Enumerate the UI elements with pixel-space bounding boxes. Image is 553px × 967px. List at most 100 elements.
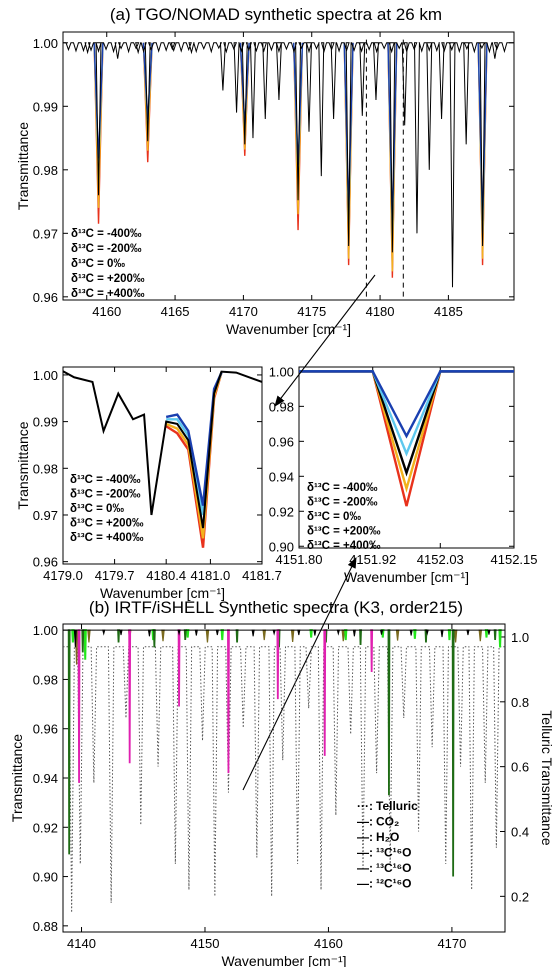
panel-zoom-right-xtick-label: 4151.80 — [276, 552, 323, 567]
panel-b-legend-marker: —: — [357, 815, 373, 829]
panel-b-13c16o-line — [81, 629, 85, 653]
panel-b-h2o-line — [290, 629, 295, 643]
panel-b-telluric-spectrum — [63, 646, 505, 913]
panel-b-legend-entry: —: CO₂ — [357, 815, 399, 829]
panel-zoom-right-xtick-label: 4152.03 — [417, 552, 464, 567]
panel-zoom-right-legend-entry: δ¹³C = +200‰ — [307, 526, 381, 538]
panel-a-frame — [62, 31, 515, 301]
panel-b-co2-line — [409, 629, 413, 636]
panel-b-title: (b) IRTF/iSHELL Synthetic spectra (K3, o… — [89, 598, 463, 617]
panel-zoom-right-ytick-label: 0.92 — [269, 504, 294, 519]
panel-b-y2label: Telluric Transmittance — [539, 710, 553, 846]
panel-b-13c16o-magenta-line — [77, 629, 81, 783]
panel-b-y2tick-label: 0.4 — [511, 824, 529, 839]
panel-zoom-left-ytick-label: 0.99 — [33, 415, 58, 430]
panel-zoom-right-xtick-label: 4152.15 — [491, 552, 538, 567]
panel-zoom-left-legend-entry: δ¹³C = +400‰ — [70, 532, 144, 544]
panel-b-12c16o-line — [309, 629, 313, 638]
panel-b-13c16o-line — [235, 629, 239, 643]
zoom-arrow-b — [242, 557, 357, 791]
panel-zoom-right-legend-entry: δ¹³C = -400‰ — [307, 482, 378, 494]
panel-b-legend-entry: —: ¹³C¹⁶O — [357, 861, 412, 875]
panel-b-ytick-label: 0.94 — [33, 771, 58, 786]
panel-zoom-left-legend-entry: δ¹³C = +200‰ — [70, 518, 144, 530]
panel-b-legend-entry: ···: Telluric — [357, 799, 418, 813]
panel-b-co2-line — [297, 629, 301, 636]
panel-b-legend-entry: —: ¹³C¹⁶O — [357, 846, 412, 860]
panel-zoom-right-series-line — [299, 370, 514, 457]
panel-b-legend-label: Telluric — [376, 799, 418, 813]
panel-zoom-left-xtick-label: 4181.7 — [242, 568, 282, 583]
panel-b-co2-line — [119, 629, 123, 636]
panel-zoom-left-xtick-label: 4179.7 — [95, 568, 135, 583]
panel-b-co2-line — [440, 629, 444, 638]
panel-b-h2o-line — [205, 629, 210, 643]
panel-b-12c16o-line — [185, 629, 190, 638]
panel-b-legend-label: ¹³C¹⁶O — [376, 861, 412, 875]
panel-b-13c16o-magenta-line — [323, 629, 327, 756]
zoom-arrows — [242, 274, 376, 791]
panel-zoom-right-legend-entry: δ¹³C = -200‰ — [307, 497, 378, 509]
panel-b-h2o-line — [478, 629, 483, 642]
panel-b-ytick-label: 0.92 — [33, 820, 58, 835]
panel-zoom-right-legend-entry: δ¹³C = 0‰ — [307, 511, 361, 523]
panel-zoom-left-series-line — [165, 372, 223, 506]
panel-b-legend-entry: —: H₂O — [357, 830, 399, 844]
panel-b-h2o-line — [341, 629, 346, 642]
panel-b-h2o-line — [395, 629, 400, 641]
panel-b-13c16o-line — [493, 629, 497, 641]
panel-zoom-left-xtick-label: 4179.0 — [43, 568, 83, 583]
panel-zoom-left-legend-entry: δ¹³C = -200‰ — [70, 489, 141, 501]
panel-zoom-right-xlabel: Wavenumber [cm⁻¹] — [344, 569, 469, 585]
panel-b-h2o-line — [161, 629, 165, 642]
panel-a-isotope-line — [292, 42, 304, 165]
panel-b-13c16o-magenta-line — [276, 629, 280, 700]
panel-b-xlabel: Wavenumber [cm⁻¹] — [221, 953, 346, 967]
panel-b-13c16o-line — [117, 629, 120, 643]
panel-b-co2-line — [352, 629, 356, 637]
panel-zoom-left-xtick-label: 4181.0 — [191, 568, 231, 583]
panel-a-xtick-label: 4175 — [297, 304, 326, 319]
panel-zoom-right-ytick-label: 1.00 — [269, 364, 294, 379]
panel-a-legend-entry: δ¹³C = -400‰ — [71, 228, 142, 240]
panel-zoom-right-ytick-label: 0.94 — [269, 469, 294, 484]
panel-b-legend-label: CO₂ — [376, 815, 399, 829]
panel-b-13c16o-line — [451, 629, 455, 877]
panel-b-legend-label: ¹²C¹⁶O — [376, 877, 412, 891]
panel-zoom-left-legend-entry: δ¹³C = 0‰ — [70, 503, 124, 515]
panel-b-12c16o-line — [447, 629, 452, 641]
panel-a-isotope-line — [142, 42, 153, 120]
zoom-arrow-a — [274, 274, 376, 407]
panel-b-h2o-line — [453, 629, 458, 643]
panel-b-ytick-label: 1.00 — [33, 623, 58, 638]
panel-b-y2tick-label: 0.6 — [511, 760, 529, 775]
panel-zoom-left-xtick-label: 4180.4 — [146, 568, 186, 583]
panel-zoom-left-xlabel: Wavenumber [cm⁻¹] — [100, 585, 225, 601]
panel-b-12c16o-line — [344, 629, 348, 641]
panel-a-ytick-label: 0.97 — [33, 226, 58, 241]
panel-b-12c16o-line — [83, 629, 87, 660]
panel-b-ylabel: Transmittance — [9, 734, 25, 822]
panel-b-co2-line — [336, 629, 340, 636]
panel-b-legend-marker: —: — [357, 861, 373, 875]
panel-a-ytick-label: 0.96 — [33, 290, 58, 305]
panel-a-legend-entry: δ¹³C = -200‰ — [71, 243, 142, 255]
panel-b-legend-label: ¹³C¹⁶O — [376, 846, 412, 860]
panel-b-12c16o-line — [413, 629, 417, 639]
panel-b-13c16o-line — [183, 629, 187, 641]
panel-zoom-right-frame — [298, 366, 515, 549]
panel-zoom-left-data — [63, 370, 262, 548]
panel-a-xlabel: Wavenumber [cm⁻¹] — [226, 321, 351, 337]
panel-b-co2-line — [194, 629, 198, 636]
panel-b-legend-label: H₂O — [376, 830, 399, 844]
panel-zoom-left-ylabel: Transmittance — [15, 421, 31, 509]
panel-a-ytick-label: 0.99 — [33, 99, 58, 114]
panel-zoom-left-ytick-label: 0.97 — [33, 508, 58, 523]
panel-b-ytick-label: 0.90 — [33, 870, 58, 885]
panel-b-12c16o-line — [498, 629, 502, 648]
panel-zoom-left-ytick-label: 0.96 — [33, 555, 58, 570]
panel-b-co2-line — [313, 629, 317, 636]
panel-zoom-left-legend-entry: δ¹³C = -400‰ — [70, 474, 141, 486]
panel-zoom-left: 4179.0 4179.7 4180.4 4181.0 4181.7 0.96 0.97 0.… — [15, 366, 282, 601]
